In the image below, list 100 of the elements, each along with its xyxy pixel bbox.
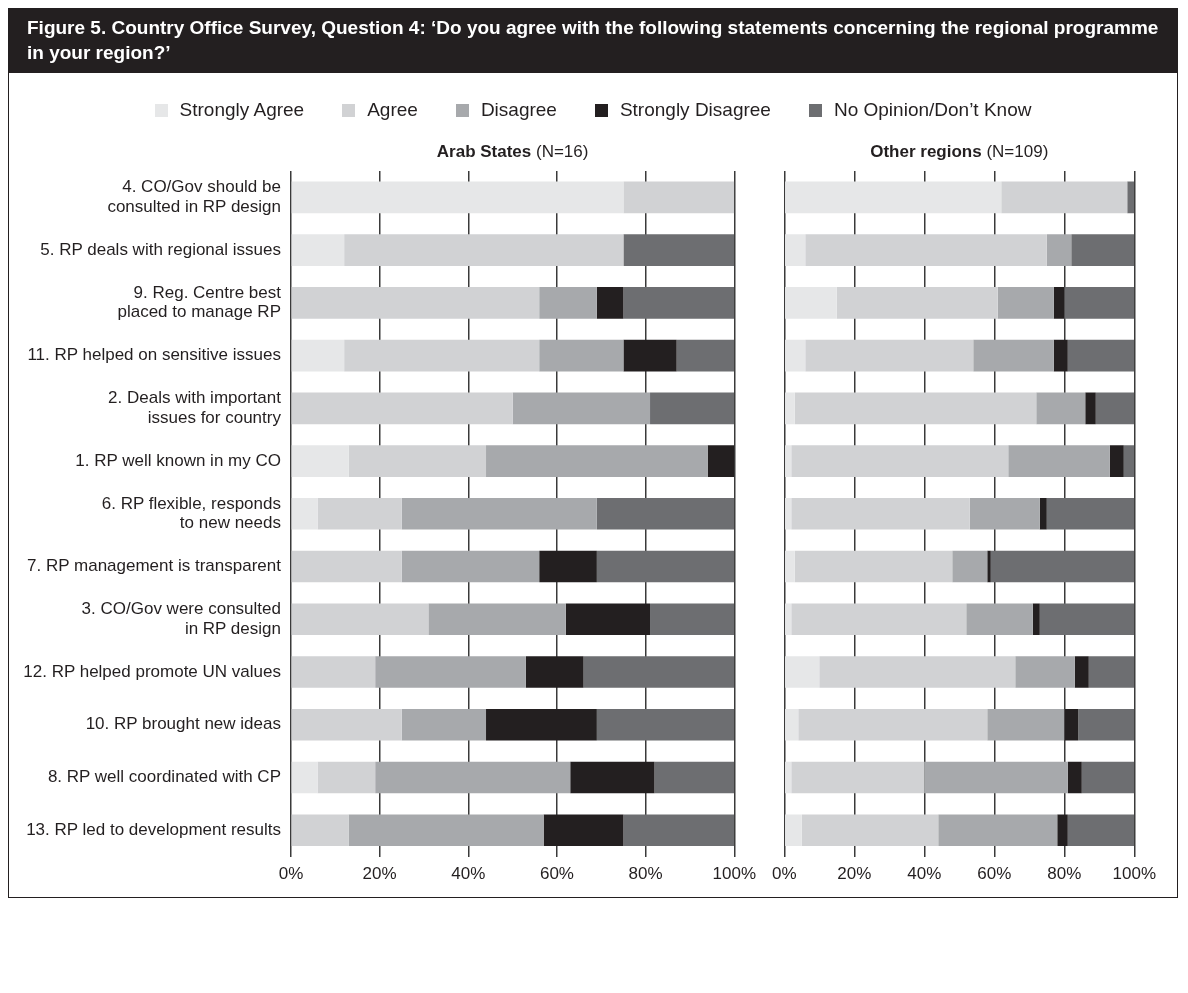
bar	[291, 287, 540, 320]
bar	[623, 181, 735, 214]
legend-label: Strongly Agree	[179, 99, 305, 122]
bar	[676, 340, 735, 372]
bar	[401, 709, 487, 741]
bar	[291, 709, 402, 741]
bar	[401, 551, 540, 583]
chart-subtitle: Other regions (N=109)	[870, 142, 1049, 162]
bar	[785, 762, 792, 794]
bar	[1088, 656, 1135, 689]
bar	[348, 814, 544, 847]
y-tick-label: 12. RP helped promote UN values	[23, 662, 281, 682]
bar	[785, 814, 802, 847]
bar	[623, 287, 735, 320]
x-tick-label: 60%	[539, 864, 574, 884]
bar	[539, 551, 597, 583]
y-tick-label: 3. CO/Gov were consulted in RP design	[81, 599, 281, 639]
legend-label: Agree	[367, 99, 418, 122]
bar	[317, 498, 402, 530]
bar	[1001, 181, 1128, 214]
bar	[1039, 603, 1135, 636]
bar	[512, 392, 651, 425]
bar	[291, 181, 624, 214]
x-tick-label: 20%	[362, 864, 397, 884]
bar	[596, 498, 735, 530]
bar	[794, 392, 1037, 425]
x-tick-label: 40%	[451, 864, 486, 884]
bar	[291, 814, 349, 847]
bar	[317, 762, 376, 794]
bar	[938, 814, 1058, 847]
bar	[375, 762, 571, 794]
y-tick-label: 6. RP flexible, responds to new needs	[101, 494, 281, 533]
bar	[969, 498, 1040, 530]
bar	[539, 340, 624, 372]
y-tick-label: 2. Deals with important issues for country	[108, 388, 282, 428]
bar	[543, 814, 624, 847]
x-tick-label: 40%	[907, 864, 942, 884]
bar	[785, 445, 792, 478]
y-tick-label: 13. RP led to development results	[26, 820, 281, 840]
x-tick-label: 80%	[628, 864, 663, 884]
bar	[1067, 340, 1135, 372]
bar	[1015, 656, 1075, 689]
bar	[1064, 287, 1135, 320]
bar	[1074, 656, 1089, 689]
bar	[987, 551, 991, 583]
bar	[1078, 709, 1135, 741]
bar	[1109, 445, 1124, 478]
bar	[785, 603, 792, 636]
bar	[798, 709, 988, 741]
bar	[401, 498, 597, 530]
bar	[291, 498, 318, 530]
bar	[791, 762, 925, 794]
bar	[596, 551, 735, 583]
bar	[291, 762, 318, 794]
bar	[623, 814, 735, 847]
x-tick-label: 100%	[712, 864, 756, 884]
bar	[654, 762, 735, 794]
bar	[785, 392, 795, 425]
bar	[794, 551, 953, 583]
bar	[785, 340, 806, 372]
x-tick-label: 100%	[1112, 864, 1156, 884]
legend-label: Disagree	[480, 99, 557, 122]
bar	[1046, 498, 1135, 530]
y-tick-label: 1. RP well known in my CO	[75, 451, 281, 471]
y-tick-label: 10. RP brought new ideas	[85, 714, 281, 734]
bar	[1127, 181, 1135, 214]
bar	[291, 445, 349, 478]
legend-label: No Opinion/Don’t Know	[833, 99, 1032, 122]
bar	[1053, 340, 1068, 372]
legend-label: Strongly Disagree	[619, 99, 771, 122]
bar	[785, 498, 792, 530]
bar	[805, 340, 974, 372]
bar	[801, 814, 939, 847]
bar	[623, 234, 735, 267]
x-tick-label: 0%	[278, 864, 304, 884]
bar	[428, 603, 566, 636]
bar	[836, 287, 998, 320]
bar	[707, 445, 735, 478]
bar	[1008, 445, 1110, 478]
y-tick-label: 4. CO/Gov should be consulted in RP design	[107, 177, 281, 217]
bar	[291, 234, 345, 267]
bar	[1123, 445, 1135, 478]
bar	[486, 445, 708, 478]
bar	[539, 287, 597, 320]
bar	[650, 392, 735, 425]
bar	[966, 603, 1033, 636]
chart-title: Figure 5. Country Office Survey, Question 4: ‘Do you agree with the following statements concerning the regional programme in your region?’	[9, 9, 1177, 74]
bar	[1064, 709, 1079, 741]
bar	[596, 287, 624, 320]
bar	[952, 551, 988, 583]
bar	[291, 603, 429, 636]
bar	[344, 234, 624, 267]
bar	[1046, 234, 1072, 267]
bar	[785, 234, 806, 267]
bar	[1032, 603, 1040, 636]
bar	[785, 709, 799, 741]
bar	[565, 603, 651, 636]
bar	[791, 498, 970, 530]
y-tick-label: 5. RP deals with regional issues	[40, 240, 281, 260]
bar	[1036, 392, 1086, 425]
